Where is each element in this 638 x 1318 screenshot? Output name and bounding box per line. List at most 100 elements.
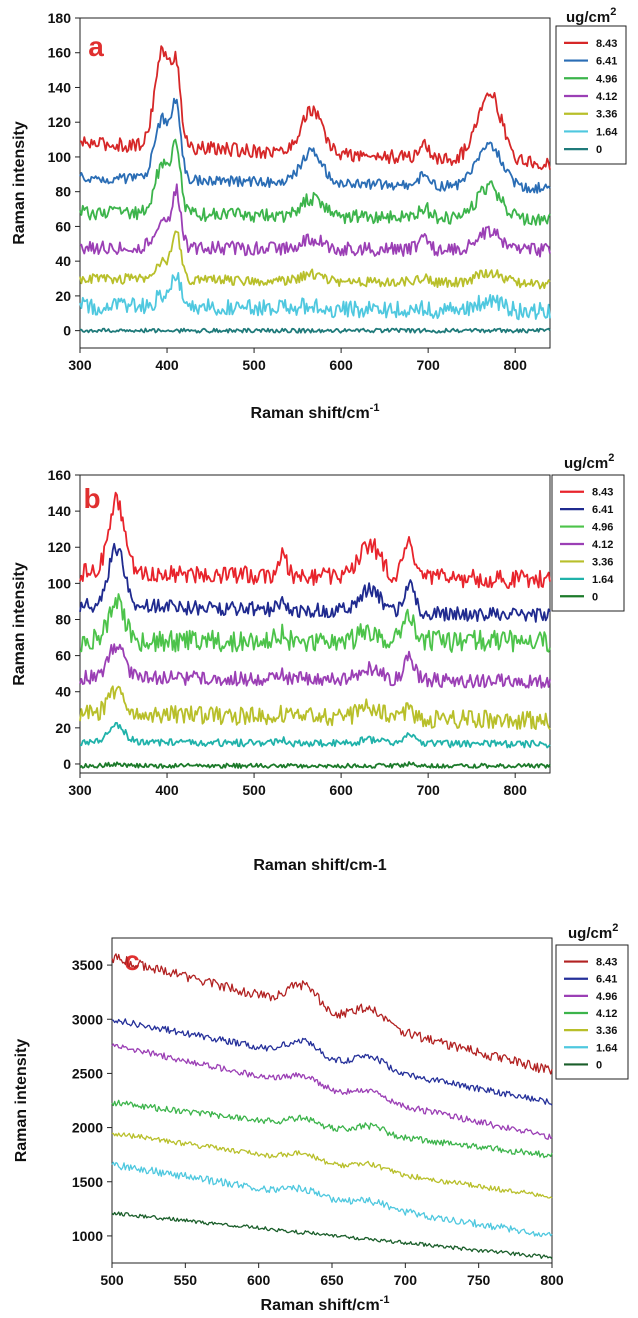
y-axis-label: Raman intensity — [13, 1039, 30, 1163]
legend-entry-label: 8.43 — [592, 487, 613, 499]
legend-entry-label: 4.12 — [592, 539, 613, 551]
legend-entry-label: 4.96 — [592, 522, 613, 534]
y-tick-label: 20 — [55, 720, 71, 736]
x-tick-label: 700 — [394, 1272, 418, 1288]
series-line-3-36 — [79, 685, 551, 730]
y-tick-label: 0 — [63, 323, 71, 339]
y-tick-label: 80 — [55, 184, 71, 200]
y-tick-label: 2500 — [72, 1065, 103, 1081]
x-tick-label: 800 — [504, 357, 528, 373]
y-axis-label: Raman intensity — [11, 562, 28, 686]
y-tick-label: 60 — [55, 648, 71, 664]
x-tick-label: 700 — [416, 357, 440, 373]
panel-label: a — [88, 31, 104, 62]
y-tick-label: 120 — [48, 539, 72, 555]
chart-panel-b: 300 400 500 600 700 800020406080100120140160R… — [11, 452, 625, 874]
plot-area-frame — [111, 937, 553, 1264]
y-tick-label: 160 — [48, 467, 72, 483]
y-tick-label: 3000 — [72, 1011, 103, 1027]
legend-entry-label: 3.36 — [596, 1025, 617, 1037]
legend-entry-label: 0 — [592, 591, 598, 603]
series-line-6-41 — [111, 1018, 553, 1106]
y-tick-label: 20 — [55, 288, 71, 304]
plot-area-frame — [79, 474, 551, 774]
x-axis-label: Raman shift/cm-1 — [251, 402, 380, 422]
legend-title: ug/cm2 — [568, 922, 618, 942]
x-tick-label: 300 — [68, 357, 92, 373]
series-line-0 — [79, 761, 551, 769]
legend-entry-label: 6.41 — [592, 504, 613, 516]
series-line-8-43 — [79, 45, 551, 171]
x-tick-label: 600 — [247, 1272, 271, 1288]
y-axis-label: Raman intensity — [11, 121, 28, 245]
legend-entry-label: 0 — [596, 1059, 602, 1071]
y-tick-label: 40 — [55, 684, 71, 700]
legend-entry-label: 1.64 — [592, 574, 614, 586]
series-line-4-96 — [79, 593, 551, 653]
legend-entry-label: 4.12 — [596, 1008, 617, 1020]
series-line-4-96 — [111, 1043, 553, 1140]
legend-title-superscript: 2 — [612, 922, 618, 934]
y-tick-label: 100 — [48, 575, 72, 591]
x-tick-label: 800 — [540, 1272, 564, 1288]
legend-entry-label: 6.41 — [596, 974, 617, 986]
legend-title: ug/cm2 — [566, 6, 616, 26]
series-line-1-64 — [111, 1161, 553, 1238]
series-line-4-96 — [79, 138, 551, 226]
legend-entry-label: 4.12 — [596, 91, 617, 103]
series-line-1-64 — [79, 272, 551, 321]
legend-entry-label: 8.43 — [596, 38, 617, 50]
legend-entry-label: 1.64 — [596, 1042, 618, 1054]
y-tick-label: 2000 — [72, 1120, 103, 1136]
y-tick-label: 0 — [63, 756, 71, 772]
x-tick-label: 400 — [155, 782, 179, 798]
y-tick-label: 120 — [48, 114, 72, 130]
series-line-3-36 — [79, 230, 551, 290]
x-tick-label: 500 — [242, 782, 266, 798]
legend-title-superscript: 2 — [610, 6, 616, 18]
series-line-8-43 — [79, 491, 551, 589]
chart-panel-a: 300 400 500 600 700 8000204060801001201401601… — [11, 6, 627, 422]
series-line-4-12 — [79, 643, 551, 689]
x-tick-label: 650 — [320, 1272, 344, 1288]
x-tick-label: 500 — [242, 357, 266, 373]
x-axis-label-superscript: -1 — [370, 402, 380, 414]
x-tick-label: 550 — [174, 1272, 198, 1288]
legend-entry-label: 1.64 — [596, 126, 618, 138]
legend-entry-label: 8.43 — [596, 957, 617, 969]
y-tick-label: 40 — [55, 253, 71, 269]
series-line-1-64 — [79, 722, 551, 749]
legend-entry-label: 3.36 — [596, 109, 617, 121]
legend-entry-label: 3.36 — [592, 556, 613, 568]
plot-area-frame — [79, 17, 551, 349]
y-tick-label: 1500 — [72, 1174, 103, 1190]
legend-entry-label: 6.41 — [596, 56, 617, 68]
series-line-3-36 — [111, 1132, 553, 1199]
y-tick-label: 1000 — [72, 1228, 103, 1244]
y-tick-label: 100 — [48, 149, 72, 165]
panel-label: c — [124, 945, 140, 976]
y-tick-label: 160 — [48, 45, 72, 61]
series-line-6-41 — [79, 97, 551, 194]
series-line-0 — [79, 327, 551, 334]
x-tick-label: 750 — [467, 1272, 491, 1288]
x-axis-label-superscript: -1 — [380, 1294, 390, 1306]
x-tick-label: 500 — [100, 1272, 124, 1288]
x-tick-label: 300 — [68, 782, 92, 798]
x-tick-label: 400 — [155, 357, 179, 373]
legend-entry-label: 4.96 — [596, 991, 617, 1003]
series-line-4-12 — [111, 1099, 553, 1159]
x-tick-label: 700 — [416, 782, 440, 798]
y-tick-label: 60 — [55, 218, 71, 234]
x-tick-label: 600 — [329, 782, 353, 798]
legend-title-superscript: 2 — [608, 452, 614, 464]
series-line-4-12 — [79, 183, 551, 258]
series-line-6-41 — [79, 542, 551, 623]
legend-entry-label: 4.96 — [596, 73, 617, 85]
y-tick-label: 3500 — [72, 957, 103, 973]
legend-entry-label: 0 — [596, 144, 602, 156]
chart-panel-c: 500 550 600 650 700 750 800 1000 1500 2000 2500 300… — [13, 922, 629, 1314]
legend-title: ug/cm2 — [564, 452, 614, 472]
panel-label: b — [83, 483, 100, 514]
